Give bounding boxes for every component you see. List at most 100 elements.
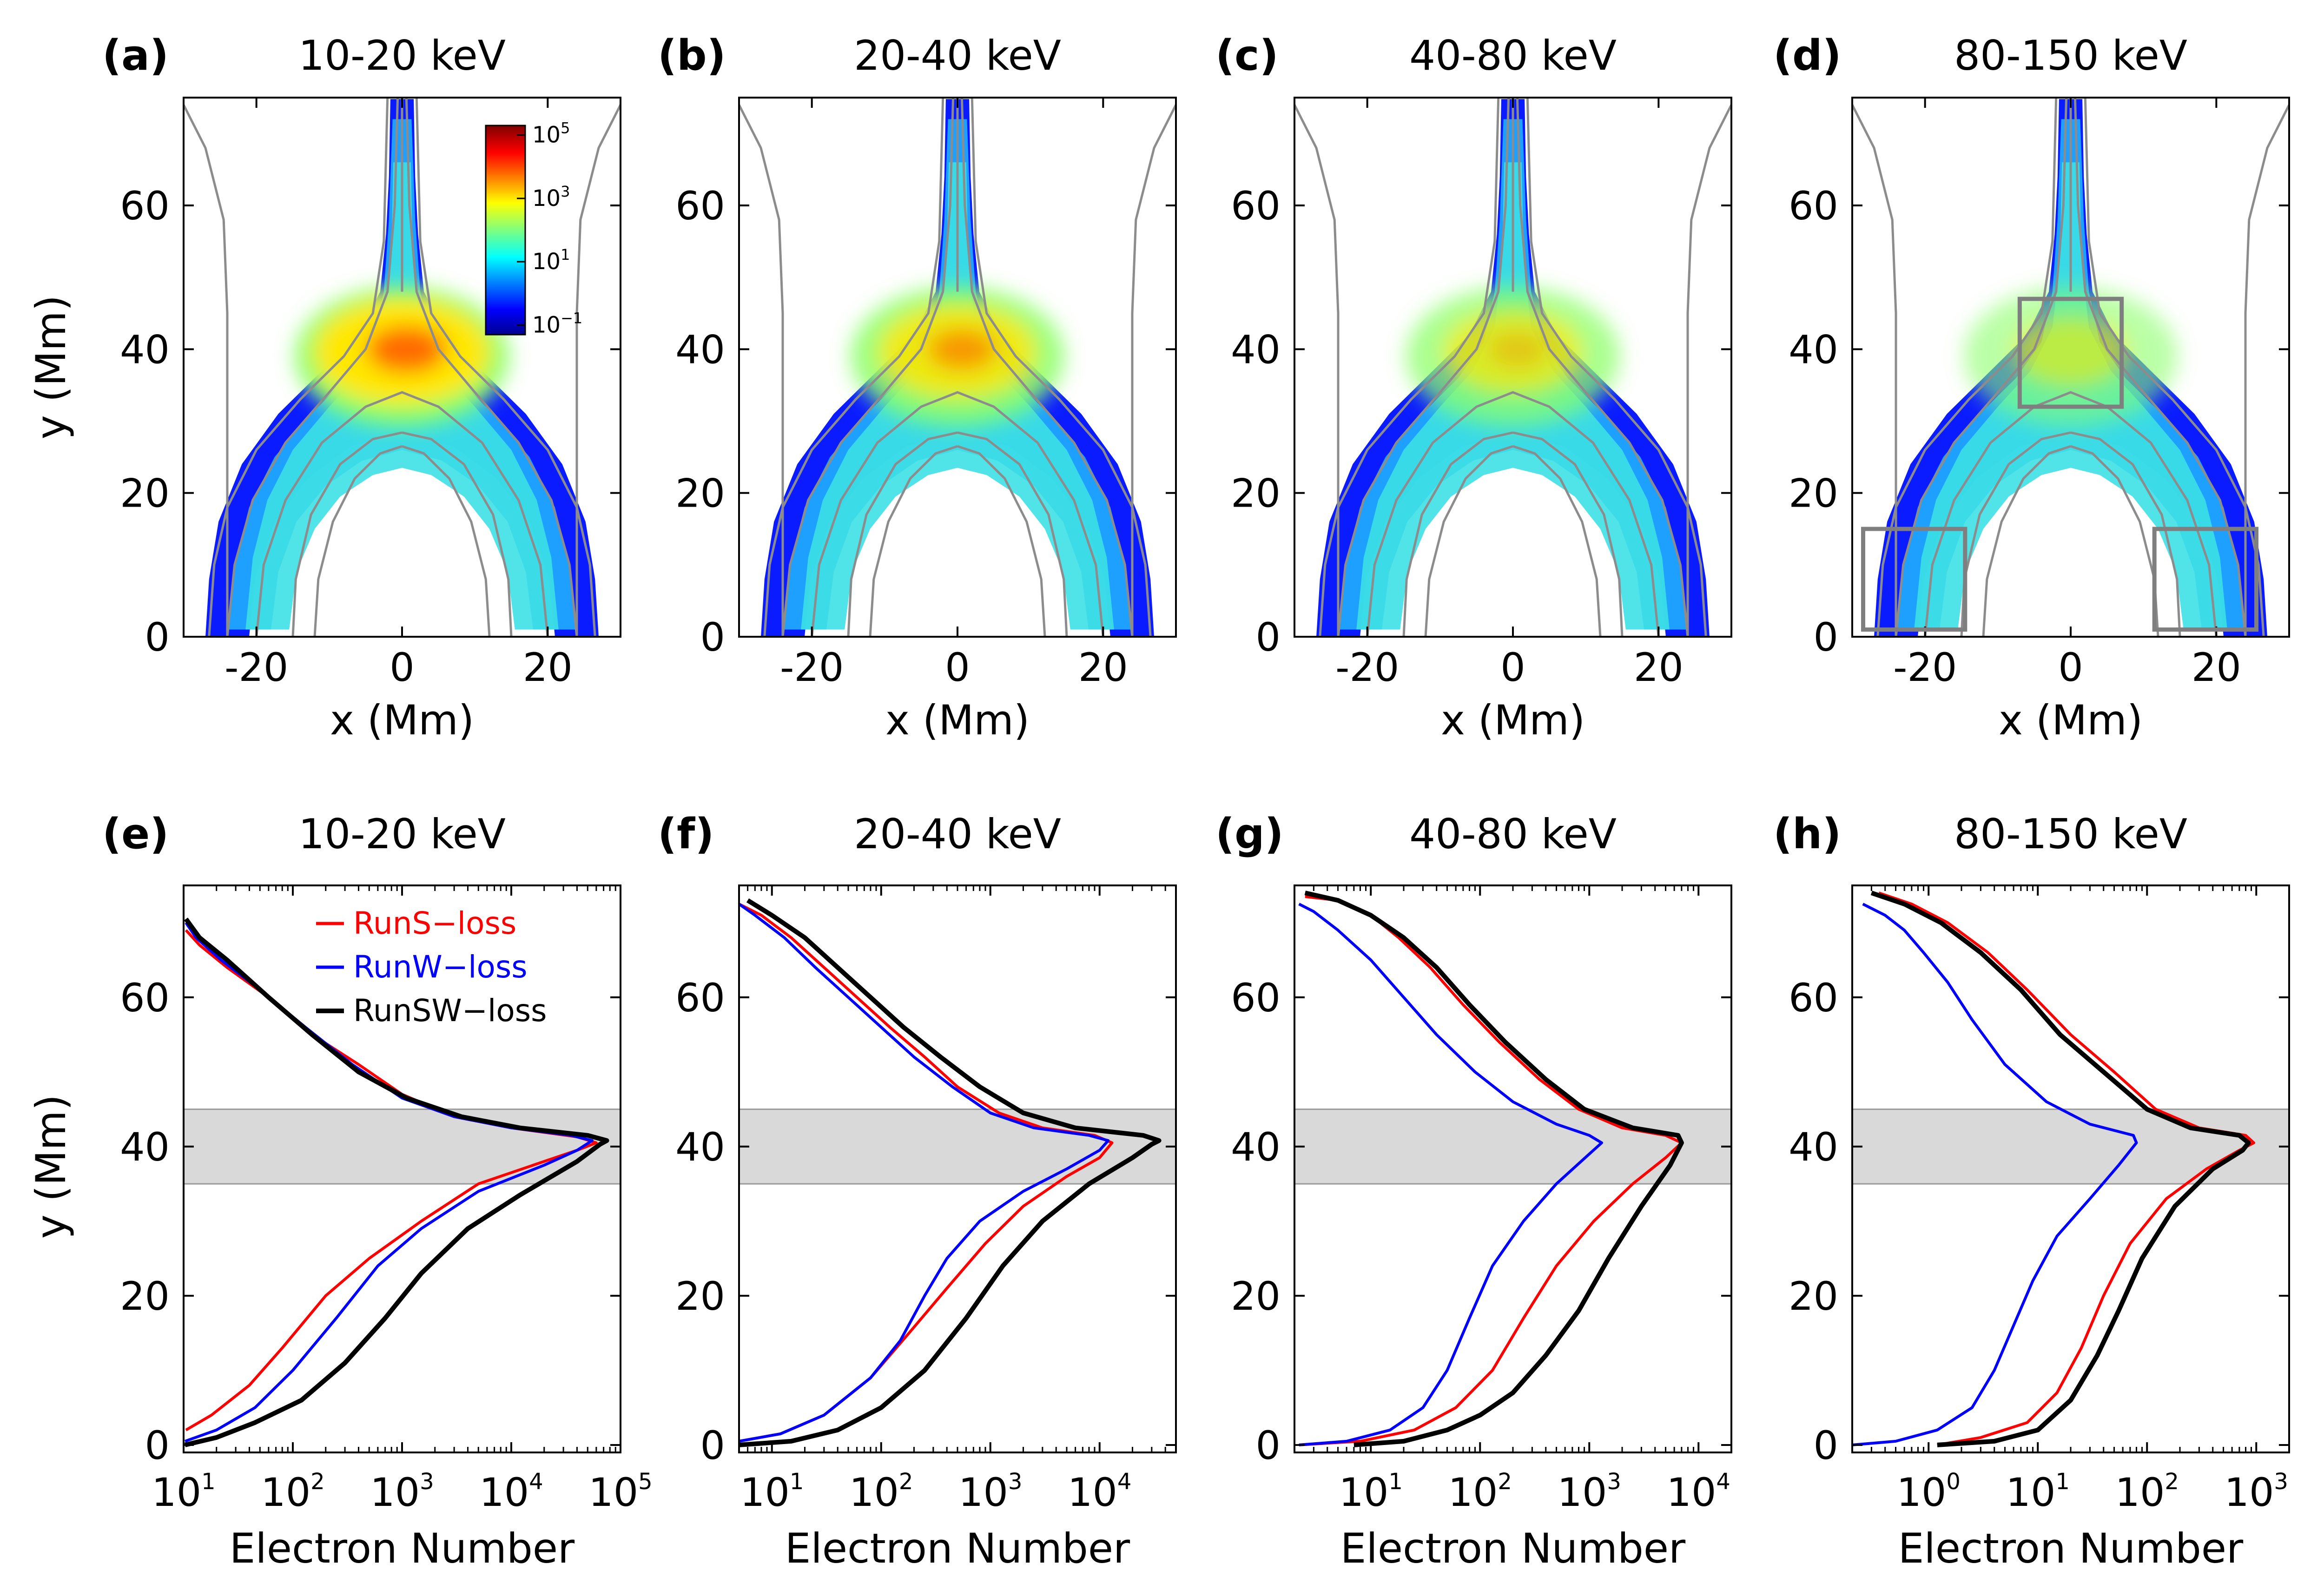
series-line-runwloss	[739, 903, 1110, 1443]
panel-title-h: 80-150 keV	[1954, 810, 2187, 858]
x-tick-label: 102	[849, 1469, 913, 1515]
x-tick-label: -20	[780, 645, 844, 690]
heatmap-c	[1294, 98, 1731, 637]
bottom-panel-h: (h) 80-150 keV 100 101 102 103 0 20 40 60 Elect…	[1773, 810, 2290, 1572]
y-tick-label: 0	[1256, 1423, 1281, 1468]
y-tick-label: 60	[1231, 183, 1281, 229]
field-line	[415, 98, 596, 637]
panel-title-g: 40-80 keV	[1409, 810, 1617, 858]
field-line	[291, 431, 403, 637]
region-box	[1861, 527, 1967, 632]
x-tick-label: 103	[1558, 1469, 1621, 1515]
field-line-arc	[255, 391, 549, 637]
x-tick-label: 104	[1667, 1469, 1730, 1515]
field-line	[208, 98, 389, 637]
xlabel-h: Electron Number	[1898, 1524, 2244, 1572]
legend-label-runs: RunS−loss	[353, 905, 516, 941]
field-line	[405, 98, 578, 637]
y-tick-label: 60	[120, 975, 170, 1021]
xlabel-b: x (Mm)	[885, 696, 1030, 744]
axes-ticks-a: -20 0 20 0 20 40 60	[120, 98, 621, 690]
y-tick-label: 60	[1231, 975, 1281, 1021]
panel-letter-c: (c)	[1215, 31, 1279, 80]
field-line	[2084, 98, 2265, 637]
x-tick-label: 20	[523, 645, 573, 690]
x-tick-label: 0	[945, 645, 970, 690]
x-tick-label: 105	[588, 1469, 652, 1515]
axes-ticks-h: 100 101 102 103 0 20 40 60	[1789, 885, 2290, 1515]
panel-letter-f: (f)	[658, 810, 714, 858]
emission-core	[851, 286, 1064, 426]
y-tick-label: 20	[1789, 471, 1838, 516]
core-red	[367, 326, 446, 373]
line-plot-e	[184, 917, 609, 1447]
field-line	[575, 104, 621, 637]
field-line	[1982, 445, 2071, 637]
line-plot-g	[1298, 891, 1684, 1447]
x-tick-label: 101	[1339, 1469, 1403, 1515]
y-tick-label: 0	[145, 1423, 170, 1468]
x-tick-label: -20	[1335, 645, 1399, 690]
field-line	[402, 445, 491, 637]
panel-title-a: 10-20 keV	[298, 32, 506, 79]
x-tick-label: 20	[1078, 645, 1128, 690]
field-line	[1402, 431, 1513, 637]
field-line	[781, 98, 955, 637]
y-tick-label: 0	[700, 1423, 725, 1468]
panel-letter-b: (b)	[658, 31, 726, 80]
field-line	[960, 98, 1134, 637]
legend: RunS−loss RunW−loss RunSW−loss	[316, 905, 547, 1029]
field-line	[1516, 98, 1689, 637]
shaded-band	[1852, 1109, 2289, 1184]
axes-ticks-g: 101 102 103 104 0 20 40 60	[1231, 885, 1732, 1515]
axes-ticks-f: 101 102 103 104 0 20 40 60	[675, 885, 1177, 1515]
field-line	[1337, 98, 1510, 637]
panel-title-c: 40-80 keV	[1409, 32, 1617, 79]
colorbar-ticks: 105 103 101 10−1	[517, 119, 582, 338]
colorbar-tick-label: 101	[532, 246, 570, 275]
y-tick-label: 40	[120, 1124, 170, 1170]
heatmap-a	[184, 98, 621, 637]
series-line-runswloss	[739, 898, 1162, 1447]
y-tick-label: 60	[1789, 975, 1838, 1021]
axes-ticks-d: -20 0 20 0 20 40 60	[1789, 98, 2289, 690]
ylabel-bottom: y (Mm)	[27, 1095, 75, 1239]
top-panel-b: (b) 20-40 keV -20 0 20 0 20 40 60 x (Mm)	[658, 31, 1177, 744]
x-tick-label: 101	[740, 1469, 804, 1515]
y-tick-label: 40	[1231, 327, 1281, 372]
bottom-panel-g: (g) 40-80 keV 101 102 103 104 0 20 40 60 Electr…	[1215, 810, 1732, 1572]
field-line	[313, 445, 403, 637]
colorbar-gradient	[485, 125, 526, 336]
series-line-runswloss	[1870, 891, 2251, 1447]
field-line	[2244, 104, 2289, 637]
x-tick-label: -20	[1893, 645, 1957, 690]
field-line	[869, 445, 958, 637]
field-line	[1512, 445, 1602, 637]
field-line	[847, 431, 958, 637]
core-red	[928, 329, 997, 370]
x-tick-label: 101	[2006, 1469, 2070, 1515]
field-line-arc	[811, 391, 1104, 637]
series-line-runwloss	[1852, 903, 2138, 1446]
series-line-runswloss	[184, 917, 609, 1447]
shaded-band	[184, 1109, 621, 1184]
field-line	[1876, 98, 2058, 637]
field-line	[1526, 98, 1707, 637]
shaded-band-h	[1852, 1109, 2289, 1185]
y-tick-label: 40	[675, 327, 725, 372]
field-line	[184, 104, 229, 637]
colorbar-tick-label: 103	[532, 183, 570, 211]
y-tick-label: 0	[1256, 614, 1281, 660]
y-tick-label: 0	[700, 614, 725, 660]
emission-core	[295, 286, 509, 426]
x-tick-label: 102	[1448, 1469, 1512, 1515]
x-tick-label: 103	[2225, 1469, 2288, 1515]
legend-label-runsw: RunSW−loss	[353, 993, 547, 1029]
xlabel-d: x (Mm)	[1999, 696, 2143, 744]
field-lines	[739, 98, 1176, 637]
panel-letter-h: (h)	[1773, 810, 1841, 858]
y-tick-label: 20	[675, 1273, 725, 1319]
field-line	[2070, 431, 2181, 637]
field-line-arc	[1924, 391, 2218, 637]
field-line	[1294, 104, 1340, 637]
